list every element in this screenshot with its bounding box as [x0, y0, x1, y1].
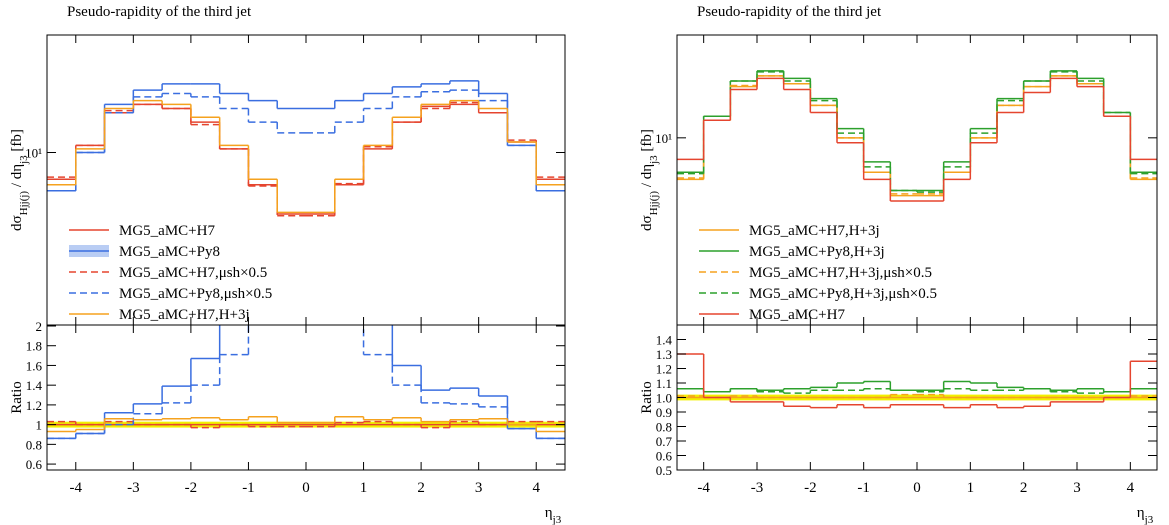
y-tick-label: 2 — [36, 319, 43, 334]
legend-label: MG5_aMC+Py8,H+3j — [749, 244, 885, 260]
step-riser — [702, 71, 1132, 193]
step-riser — [702, 75, 1132, 196]
y-axis-label-part: / dη — [9, 164, 25, 191]
legend-label: MG5_aMC+Py8,μsh×0.5 — [119, 286, 272, 302]
y-axis-label-part: [fb] — [9, 129, 25, 155]
frame — [46, 324, 566, 471]
x-tick-label: 4 — [1127, 480, 1135, 496]
y-tick-label: 1.2 — [26, 398, 42, 413]
y-axis-label: Ratio — [9, 381, 25, 414]
x-tick-label: 4 — [532, 480, 540, 496]
step-riser — [702, 70, 1132, 191]
plot-area — [47, 325, 565, 440]
y-axis-label: dσHjj(j) / dηj3 [fb] — [9, 129, 30, 231]
x-tick-label: 2 — [417, 480, 425, 496]
plot-area — [47, 80, 565, 217]
plot-area — [677, 70, 1157, 202]
y-tick-label: 0.5 — [656, 463, 672, 478]
step-riser — [702, 354, 1132, 408]
x-tick-label: 1 — [967, 480, 975, 496]
y-tick-label: 1.6 — [26, 358, 43, 373]
y-tick-label: 1.0 — [656, 391, 672, 406]
x-axis-label-part: η — [1137, 505, 1145, 521]
y-tick-label: 0.7 — [656, 434, 673, 449]
step-riser — [75, 104, 537, 215]
step-riser — [702, 78, 1132, 201]
x-axis-label: ηj3 — [1137, 505, 1154, 525]
legend-label: MG5_aMC+Py8,H+3j,μsh×0.5 — [749, 286, 937, 302]
y-axis-label-part: Hjj(j) — [18, 191, 30, 216]
y-axis-label-part: Ratio — [9, 381, 25, 414]
y-axis-label-part: dσ — [9, 215, 25, 231]
y-tick-label: 10¹ — [655, 131, 672, 146]
x-tick-label: -2 — [804, 480, 817, 496]
step-riser — [75, 102, 537, 216]
y-tick-label: 1.3 — [656, 347, 672, 362]
y-tick-label: 10¹ — [25, 146, 42, 161]
x-tick-label: 1 — [360, 480, 368, 496]
y-axis-label-part: / dη — [639, 164, 655, 191]
x-tick-label: 0 — [913, 480, 921, 496]
x-tick-label: -3 — [127, 480, 140, 496]
x-tick-label: 3 — [1073, 480, 1081, 496]
x-tick-label: -2 — [185, 480, 198, 496]
y-axis-label-part: dσ — [639, 215, 655, 231]
step-riser — [702, 75, 1132, 194]
x-axis-label-part: j3 — [552, 514, 562, 525]
chart-title: Pseudo-rapidity of the third jet — [67, 4, 252, 20]
y-tick-label: 0.8 — [26, 437, 42, 452]
step-riser — [75, 90, 537, 191]
y-axis-label-part: Ratio — [639, 381, 655, 414]
legend-label: MG5_aMC+H7,H+3j — [119, 307, 250, 323]
y-axis-label: Ratio — [639, 381, 655, 414]
y-tick-label: 0.6 — [26, 457, 43, 472]
y-tick-label: 1.1 — [656, 376, 672, 391]
x-tick-label: 0 — [302, 480, 310, 496]
x-tick-label: -4 — [697, 480, 710, 496]
legend-label: MG5_aMC+Py8 — [119, 244, 220, 260]
plot-area — [677, 353, 1157, 409]
y-axis-label-part: j3 — [648, 155, 660, 165]
y-axis-label-part: j3 — [18, 155, 30, 165]
y-tick-label: 1.4 — [656, 333, 673, 348]
x-tick-label: -1 — [242, 480, 255, 496]
x-axis-label-part: j3 — [1144, 514, 1154, 525]
y-tick-label: 0.6 — [656, 449, 673, 464]
legend-label: MG5_aMC+H7,H+3j — [749, 223, 880, 239]
legend-label: MG5_aMC+H7 — [119, 223, 215, 239]
legend-label: MG5_aMC+H7 — [749, 307, 845, 323]
x-axis-label-part: η — [545, 505, 553, 521]
y-tick-label: 1 — [36, 418, 43, 433]
legend-label: MG5_aMC+H7,μsh×0.5 — [119, 265, 267, 281]
x-tick-label: -3 — [751, 480, 764, 496]
y-tick-label: 0.9 — [656, 405, 672, 420]
y-tick-label: 1.4 — [26, 378, 43, 393]
frame — [46, 34, 566, 326]
x-tick-label: -4 — [70, 480, 83, 496]
y-axis-label: dσHjj(j) / dηj3 [fb] — [639, 129, 660, 231]
y-tick-label: 1.8 — [26, 339, 42, 354]
y-tick-label: 1.2 — [656, 362, 672, 377]
y-axis-label-part: Hjj(j) — [648, 191, 660, 216]
x-tick-label: -1 — [857, 480, 870, 496]
step-riser — [75, 100, 537, 213]
step-riser — [75, 325, 537, 439]
y-tick-label: 0.8 — [656, 420, 672, 435]
y-axis-label-part: [fb] — [639, 129, 655, 155]
x-tick-label: 3 — [475, 480, 483, 496]
x-tick-label: 2 — [1020, 480, 1028, 496]
x-axis-label: ηj3 — [545, 505, 562, 525]
chart-title: Pseudo-rapidity of the third jet — [697, 4, 882, 20]
legend-label: MG5_aMC+H7,H+3j,μsh×0.5 — [749, 265, 932, 281]
